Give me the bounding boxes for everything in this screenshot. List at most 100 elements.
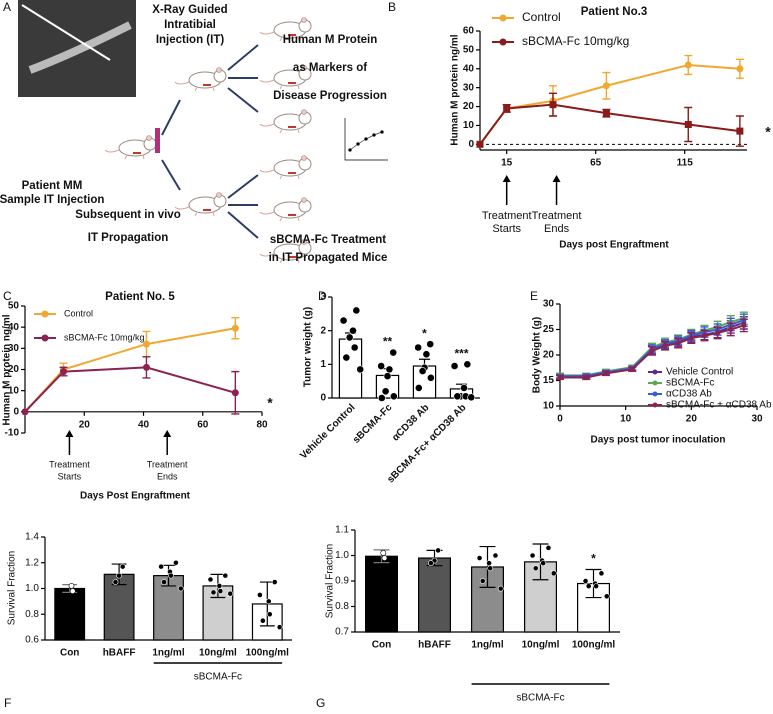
data-point [112,579,119,585]
mouse [174,67,227,92]
data-point [349,326,357,335]
data-point [352,306,361,315]
panel-letter: A [3,0,11,14]
annotation-label: Treatment [147,459,188,469]
series-line [24,366,236,413]
data-point [265,598,272,605]
annotation-label: Ends [544,223,570,235]
mouse [259,109,312,134]
data-point [550,570,557,577]
data-point [460,383,468,392]
data-point [231,389,239,397]
y-axis-label: Body Weight (g) [532,317,543,393]
y-tick-label: 0.9 [335,576,349,587]
legend-label: sBCMA-Fc + αCD38 Ab [666,400,772,411]
x-tick-label: 100ng/ml [246,648,290,659]
panel-letter: C [3,289,12,303]
group-label: sBCMA-Fc [194,672,242,683]
chart-title: Patient No.3 [581,6,647,18]
data-point [259,617,266,624]
data-point [119,563,126,570]
panel-letter: D [318,289,327,303]
x-tick-label: 80 [256,419,268,430]
x-tick-label: 0 [557,414,563,425]
data-point [532,565,539,572]
data-point [453,392,462,401]
diagram-label: Disease Progression [273,90,387,102]
data-point [602,109,610,117]
data-point [266,611,273,618]
data-point [60,368,68,376]
data-point [389,348,398,357]
y-tick-label: 1.4 [25,532,39,543]
data-point [389,392,398,401]
y-tick-label: 1 [320,359,326,370]
x-tick-label: Vehicle Control [298,402,357,461]
x-tick-label: 30 [751,414,763,425]
annotation-label: Ends [157,471,178,481]
data-point [602,82,610,90]
data-point [476,140,484,148]
data-point [467,393,476,402]
legend-label: αCD38 Ab [666,389,712,400]
data-point [383,372,392,381]
y-tick-label: 1.1 [335,525,349,536]
series-line [479,63,740,145]
data-point [549,101,557,109]
data-point [487,565,494,572]
data-point [256,592,263,598]
data-point [339,316,348,325]
x-tick-label: 15 [501,158,513,169]
annotation-label: Treatment [49,459,90,469]
y-axis-label: Tumor weight (g) [303,307,314,387]
data-point [414,383,423,392]
x-tick-label: sBCMA-Fc [351,402,395,446]
y-axis-label: Human M protein ng/ml [450,34,461,145]
series-line [479,103,741,145]
data-point [736,65,744,73]
data-point [21,408,29,416]
group-label: sBCMA-Fc [516,693,564,704]
data-point [414,343,423,352]
y-tick-label: 3 [320,292,326,303]
inset-plot [344,118,388,161]
data-point [350,343,359,352]
data-point [418,367,427,375]
data-point [231,324,239,332]
data-point [177,585,184,592]
data-point [227,590,234,597]
data-point [486,560,492,567]
y-tick-label: 1.2 [25,557,39,568]
data-point [662,343,668,349]
data-point [173,559,179,566]
significance: ** [383,335,393,349]
y-tick-label: 30 [543,299,555,310]
data-point [684,121,692,128]
diagram-label: Injection (IT) [156,34,225,46]
y-tick-label: 0.6 [25,635,39,646]
data-point [463,360,472,369]
y-tick-label: 2 [320,325,326,336]
legend-marker [652,380,658,386]
legend-marker [41,310,49,318]
legend-marker [499,38,507,46]
data-point [426,373,435,382]
x-tick-label: Con [60,648,79,659]
y-tick-label: 10 [463,120,475,131]
x-tick-label: hBAFF [418,640,451,651]
panel-a [18,0,388,264]
data-point [503,104,511,112]
data-point [476,555,483,561]
diagram-label: sBCMA-Fc Treatment [270,234,386,246]
xray-needle [21,4,111,61]
data-point [158,563,164,570]
x-tick-label: 65 [590,158,602,169]
diagram-label: in IT Propagated Mice [269,252,388,264]
y-tick-label: -10 [5,428,20,439]
data-point [583,374,589,380]
annotation-arrowhead [163,430,172,437]
diagram-label: X-Ray Guided [152,4,227,16]
x-tick-label: Con [372,640,391,651]
mouse [259,155,312,180]
panel-letter: F [4,696,11,710]
